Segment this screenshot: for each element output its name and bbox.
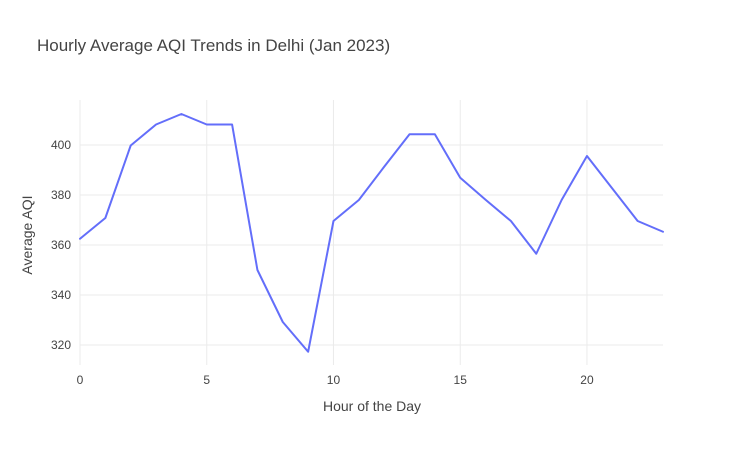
data-point[interactable] <box>659 228 667 236</box>
y-axis-title: Average AQI <box>19 195 35 274</box>
data-point[interactable] <box>279 318 287 326</box>
y-tick-label: 380 <box>51 188 71 202</box>
x-tick-label: 5 <box>203 373 210 387</box>
y-axis-ticks: 320 340 360 380 400 <box>51 138 71 352</box>
data-point[interactable] <box>101 214 109 222</box>
data-point[interactable] <box>253 266 261 274</box>
x-tick-label: 10 <box>327 373 341 387</box>
data-point[interactable] <box>228 121 236 129</box>
x-tick-label: 20 <box>580 373 594 387</box>
data-point[interactable] <box>177 110 185 118</box>
data-point[interactable] <box>431 130 439 138</box>
grid <box>79 100 663 365</box>
x-axis-ticks: 0 5 10 15 20 <box>77 373 594 387</box>
y-tick-label: 360 <box>51 238 71 252</box>
data-point[interactable] <box>380 163 388 171</box>
data-point[interactable] <box>608 185 616 193</box>
data-point[interactable] <box>583 152 591 160</box>
data-point[interactable] <box>304 348 312 356</box>
y-tick-label: 400 <box>51 138 71 152</box>
x-tick-label: 0 <box>77 373 84 387</box>
x-axis-title: Hour of the Day <box>323 398 421 414</box>
data-point[interactable] <box>482 196 490 204</box>
data-point[interactable] <box>329 217 337 225</box>
data-point[interactable] <box>355 196 363 204</box>
chart-title: Hourly Average AQI Trends in Delhi (Jan … <box>37 36 390 55</box>
data-point[interactable] <box>406 130 414 138</box>
data-point[interactable] <box>507 217 515 225</box>
data-point[interactable] <box>127 142 135 150</box>
aqi-series-line <box>79 113 664 353</box>
data-point[interactable] <box>76 235 84 243</box>
y-tick-label: 320 <box>51 338 71 352</box>
data-point[interactable] <box>152 121 160 129</box>
data-point[interactable] <box>456 174 464 182</box>
series-group <box>76 110 667 356</box>
data-point[interactable] <box>532 250 540 258</box>
x-tick-label: 15 <box>454 373 468 387</box>
data-point[interactable] <box>634 217 642 225</box>
data-point[interactable] <box>203 121 211 129</box>
y-tick-label: 340 <box>51 288 71 302</box>
data-point[interactable] <box>558 196 566 204</box>
